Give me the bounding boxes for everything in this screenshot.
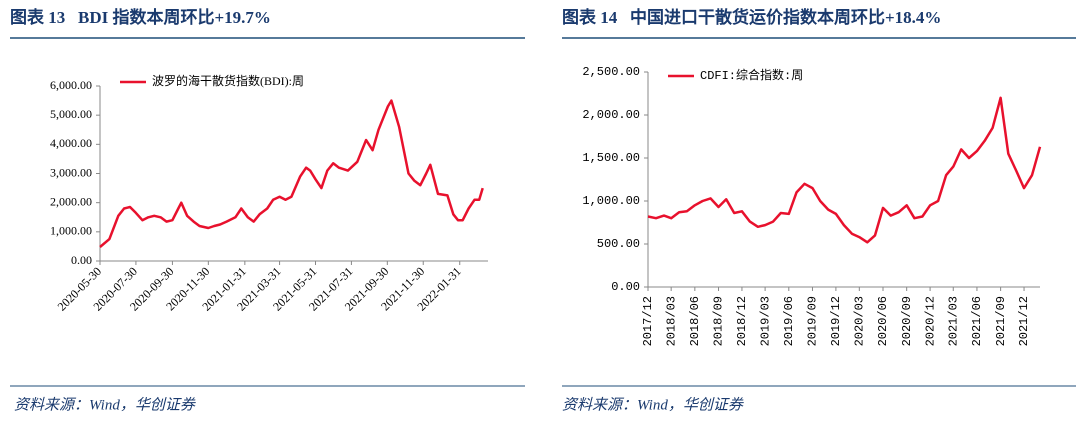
x-tick-label: 2021/09: [994, 296, 1008, 346]
x-tick-label: 2019/06: [782, 296, 796, 346]
y-tick-label: 0.00: [71, 253, 92, 267]
x-tick-label: 2019/12: [829, 296, 843, 346]
y-tick-label: 2,000.00: [50, 194, 92, 208]
x-tick-label: 2019/03: [758, 296, 772, 346]
y-tick-label: 6,000.00: [50, 78, 92, 92]
y-tick-label: 0.00: [611, 280, 640, 294]
legend-label: 波罗的海干散货指数(BDI):周: [152, 73, 304, 88]
x-tick-label: 2019/09: [806, 296, 820, 346]
x-tick-label: 2018/03: [664, 296, 678, 346]
y-tick-label: 500.00: [597, 237, 640, 251]
x-tick-label: 2020/03: [852, 296, 866, 346]
y-tick-label: 2,500.00: [582, 65, 640, 79]
x-tick-label: 2021/06: [970, 296, 984, 346]
x-tick-label: 2018/06: [688, 296, 702, 346]
source: 资料来源：Wind，华创证券: [14, 396, 196, 413]
x-tick-label: 2021/03: [946, 296, 960, 346]
x-tick-label: 2018/09: [712, 296, 726, 346]
x-tick-label: 2021/12: [1017, 296, 1031, 346]
x-tick-label: 2018/12: [735, 296, 749, 346]
y-tick-label: 5,000.00: [50, 107, 92, 121]
y-tick-label: 2,000.00: [582, 108, 640, 122]
x-tick-label: 2020/09: [900, 296, 914, 346]
data-line: [99, 99, 484, 248]
y-tick-label: 1,500.00: [582, 151, 640, 165]
y-tick-label: 3,000.00: [50, 165, 92, 179]
y-tick-label: 4,000.00: [50, 136, 92, 150]
figure-title: 图表 14 中国进口干散货运价指数本周环比+18.4%: [562, 7, 941, 27]
x-tick-label: 2020/06: [876, 296, 890, 346]
x-tick-label: 2017/12: [641, 296, 655, 346]
y-tick-label: 1,000.00: [50, 224, 92, 238]
x-tick-label: 2020/12: [923, 296, 937, 346]
figure-title: 图表 13 BDI 指数本周环比+19.7%: [10, 7, 271, 27]
source: 资料来源：Wind，华创证券: [562, 396, 744, 413]
y-tick-label: 1,000.00: [582, 194, 640, 208]
data-line: [647, 96, 1042, 244]
legend-label: CDFI:综合指数:周: [700, 67, 803, 83]
